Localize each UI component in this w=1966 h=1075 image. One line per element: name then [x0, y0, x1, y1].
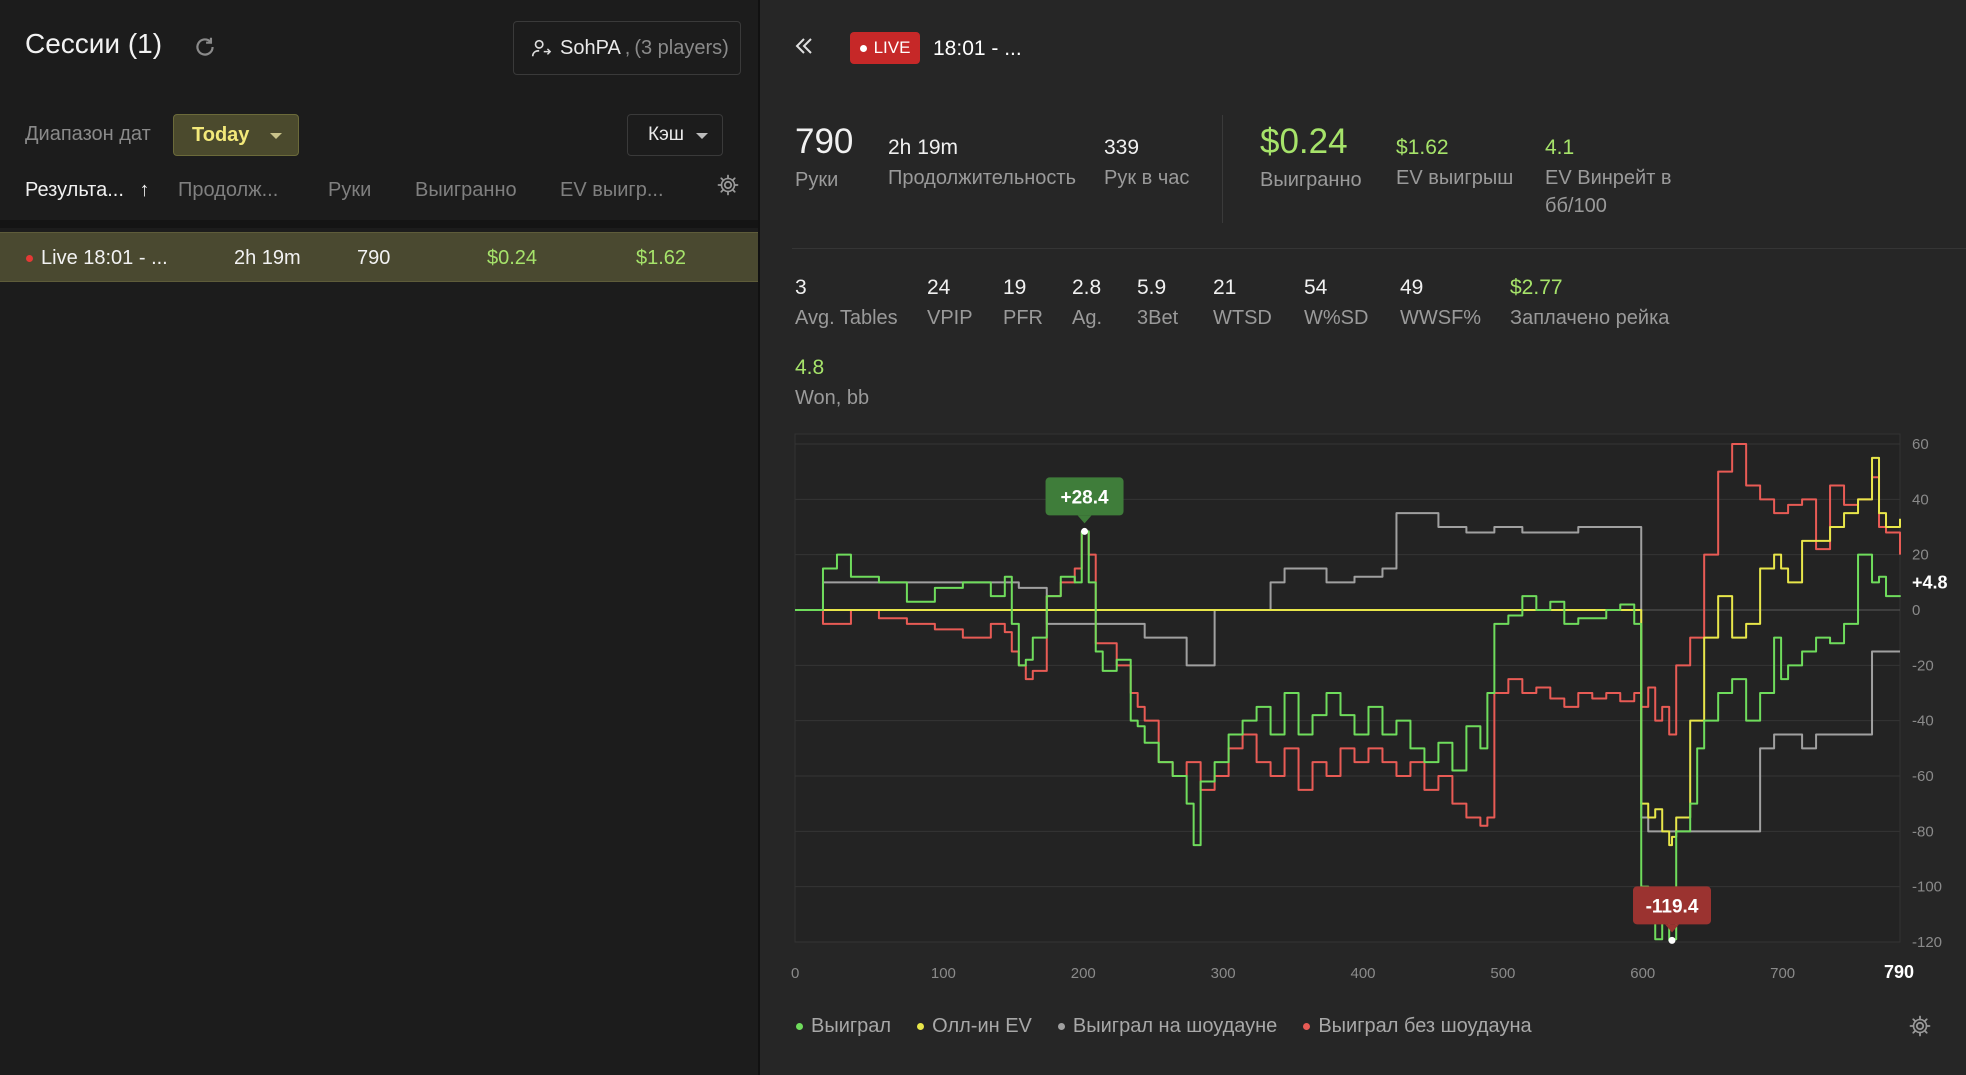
y-tick-label: -120 [1912, 934, 1942, 951]
stat-avg-tables: 3 Avg. Tables [795, 276, 898, 329]
session-name: Live 18:01 - ... [41, 247, 168, 269]
max-marker: +28.4 [1045, 477, 1124, 535]
x-tick-label: 100 [931, 965, 956, 982]
legend-dot-icon [796, 1023, 803, 1030]
refresh-icon[interactable] [192, 34, 218, 60]
x-max-label: 790 [1884, 962, 1914, 982]
session-detail-panel: LIVE 18:01 - ... 790 Руки 2h 19m Продолжит… [760, 0, 1966, 1075]
sort-arrow-icon: ↑ [139, 179, 150, 201]
stat-aggression: 2.8 Ag. [1072, 276, 1103, 329]
x-tick-label: 300 [1211, 965, 1236, 982]
chart-legend: Выиграл Олл-ин EV Выиграл на шоудауне Вы… [796, 1015, 1532, 1038]
stat-ev-won: $1.62 EV выигрыш [1396, 136, 1514, 189]
y-tick-label: -100 [1912, 879, 1942, 896]
user-switch-icon [531, 39, 552, 57]
table-row[interactable]: Live 18:01 - ... 2h 19m 790 $0.24 $1.62 [0, 232, 758, 282]
stat-wsd: 54 W%SD [1304, 276, 1369, 329]
stat-3bet: 5.9 3Bet [1137, 276, 1179, 329]
panel-divider [758, 0, 760, 1075]
chevron-down-icon [696, 133, 708, 139]
x-tick-label: 700 [1770, 965, 1795, 982]
stat-wtsd: 21 WTSD [1213, 276, 1272, 329]
stat-ev-winrate: 4.1 EV Винрейт в бб/100 [1545, 136, 1672, 217]
game-type-value: Кэш [648, 124, 685, 145]
column-hands[interactable]: Руки [328, 179, 372, 201]
stat-duration: 2h 19m Продолжительность [888, 136, 1076, 189]
y-tick-label: 40 [1912, 491, 1929, 508]
player-count: (3 players) [634, 36, 729, 59]
column-ev-won[interactable]: EV выигр... [560, 179, 664, 201]
session-time: 18:01 - ... [933, 37, 1022, 60]
y-tick-label: -40 [1912, 713, 1934, 730]
sessions-panel: Сессии (1) SohPA, (3 players) Диапазон д… [0, 0, 758, 1075]
session-duration: 2h 19m [234, 247, 301, 269]
end-value-label: +4.8 [1912, 573, 1948, 593]
date-range-label: Диапазон дат [25, 123, 151, 145]
series-line-2 [795, 512, 1900, 833]
stat-vpip: 24 VPIP [927, 276, 973, 329]
stat-won-bb: 4.8 Won, bb [795, 356, 870, 409]
x-tick-label: 200 [1071, 965, 1096, 982]
y-tick-label: -20 [1912, 657, 1934, 674]
svg-text:-119.4: -119.4 [1646, 896, 1699, 917]
session-ev-won: $1.62 [636, 247, 687, 269]
y-tick-label: -60 [1912, 768, 1934, 785]
x-tick-label: 0 [791, 965, 799, 982]
x-tick-label: 500 [1490, 965, 1515, 982]
legend-item-showdown[interactable]: Выиграл на шоудауне [1057, 1015, 1277, 1038]
x-tick-label: 600 [1630, 965, 1655, 982]
session-hands: 790 [357, 247, 391, 269]
legend-dot-icon [1303, 1023, 1311, 1030]
min-marker: -119.4 [1633, 886, 1712, 944]
date-range-dropdown[interactable]: Today [173, 114, 299, 156]
y-tick-label: 0 [1912, 602, 1920, 619]
stat-won: $0.24 Выигранно [1260, 122, 1362, 191]
collapse-left-icon[interactable] [792, 34, 816, 58]
column-won[interactable]: Выигранно [415, 179, 517, 201]
series-line-0 [795, 530, 1901, 942]
legend-item-non-showdown[interactable]: Выиграл без шоудауна [1303, 1015, 1532, 1038]
legend-dot-icon [917, 1023, 925, 1030]
date-range-value: Today [192, 123, 250, 146]
gear-icon[interactable] [1908, 1014, 1932, 1038]
column-duration[interactable]: Продолж... [178, 179, 279, 201]
chevron-down-icon [270, 133, 282, 139]
legend-item-won[interactable]: Выиграл [796, 1015, 891, 1038]
player-name: SohPA [560, 36, 621, 59]
summary-divider [1222, 115, 1223, 223]
stats-divider [792, 248, 1966, 249]
svg-text:+28.4: +28.4 [1060, 487, 1109, 508]
x-tick-label: 400 [1350, 965, 1375, 982]
sessions-title: Сессии (1) [25, 28, 163, 59]
live-dot-icon [26, 255, 33, 262]
plot-area [794, 433, 1901, 943]
stat-hands-per-hour: 339 Рук в час [1104, 136, 1190, 189]
session-won: $0.24 [487, 247, 538, 269]
stat-wwsf: 49 WWSF% [1400, 276, 1482, 329]
game-type-dropdown[interactable]: Кэш [627, 114, 723, 156]
column-result[interactable]: Результа... ↑ [25, 179, 150, 201]
legend-item-allin-ev[interactable]: Олл-ин EV [917, 1015, 1032, 1038]
legend-dot-icon [1057, 1023, 1065, 1030]
y-tick-label: 60 [1912, 436, 1929, 453]
gear-icon[interactable] [716, 173, 740, 197]
y-tick-label: 20 [1912, 547, 1929, 564]
stat-pfr: 19 PFR [1003, 276, 1043, 329]
stat-rake: $2.77 Заплачено рейка [1510, 276, 1670, 329]
stat-hands: 790 Руки [795, 122, 854, 191]
player-selector-button[interactable]: SohPA, (3 players) [513, 21, 741, 75]
table-header-divider [0, 220, 758, 228]
live-dot-icon [859, 44, 867, 52]
series-line-1 [795, 456, 1901, 847]
live-badge: LIVE [850, 32, 920, 64]
y-tick-label: -80 [1912, 823, 1934, 840]
